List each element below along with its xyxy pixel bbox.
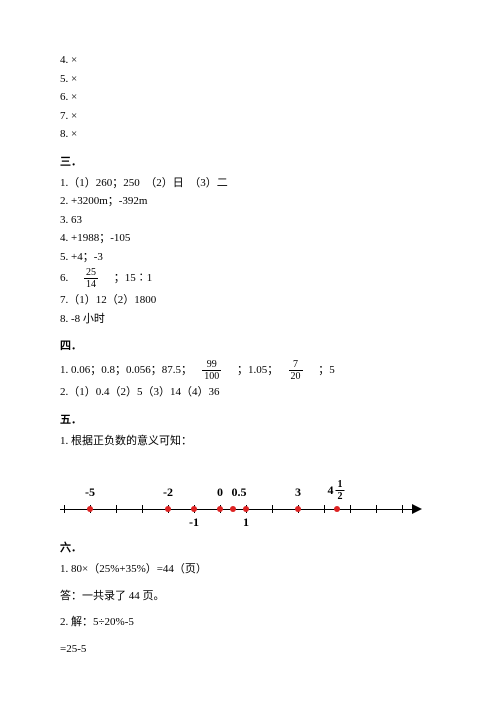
nl-arrow-icon	[412, 504, 422, 514]
section-3-head: 三．	[60, 153, 440, 169]
s3-l8: 8. -8 小时	[60, 311, 440, 328]
s6-l1: 1. 80×（25%+35%）=44（页）	[60, 561, 440, 578]
s5-l1: 1. 根据正负数的意义可知：	[60, 433, 440, 450]
nl-tick	[142, 505, 143, 513]
frac-den: 100	[202, 371, 221, 382]
nl-label: 3	[295, 485, 301, 500]
nl-tick	[402, 505, 403, 513]
s6-l3: 2. 解：5÷20%-5	[60, 614, 440, 631]
frac-7-20: 7 20	[289, 359, 303, 382]
judgement-item: 5. ×	[60, 71, 440, 88]
nl-tick	[324, 505, 325, 513]
judgement-item: 4. ×	[60, 52, 440, 69]
nl-label: 0.5	[232, 485, 247, 500]
s3-l6-post: ；15∶1	[103, 272, 153, 284]
s3-l6-pre: 6.	[60, 272, 79, 284]
number-line: -5 -2 -1 0 0.5 1 3 412	[60, 469, 440, 529]
judgement-item: 8. ×	[60, 126, 440, 143]
s6-l4: =25-5	[60, 641, 440, 658]
nl-dot	[334, 506, 340, 512]
s4-l1c: ；5	[307, 364, 335, 376]
frac-num: 7	[289, 359, 303, 371]
s3-l6: 6. 25 14 ；15∶1	[60, 267, 440, 290]
nl-dot	[230, 506, 236, 512]
nl-tick	[272, 505, 273, 513]
nl-label: -1	[189, 515, 199, 530]
nl-dot	[243, 506, 249, 512]
judgement-item: 6. ×	[60, 89, 440, 106]
section-6-head: 六．	[60, 539, 440, 555]
section-5-head: 五．	[60, 411, 440, 427]
s4-l1a: 1. 0.06；0.8；0.056；87.5；	[60, 364, 198, 376]
s3-l4: 4. +1988；-105	[60, 230, 440, 247]
nl-dot	[217, 506, 223, 512]
nl-label: -2	[163, 485, 173, 500]
nl-label: 1	[243, 515, 249, 530]
s4-l1: 1. 0.06；0.8；0.056；87.5； 99 100 ；1.05； 7 …	[60, 359, 440, 382]
frac-99-100: 99 100	[202, 359, 221, 382]
frac-num: 99	[202, 359, 221, 371]
nl-dot	[165, 506, 171, 512]
nl-dot	[87, 506, 93, 512]
frac-num: 25	[84, 267, 98, 279]
nl-tick	[64, 505, 65, 513]
s3-l2: 2. +3200m；-392m	[60, 193, 440, 210]
nl-dot	[295, 506, 301, 512]
section-4-head: 四．	[60, 337, 440, 353]
nl-dot	[191, 506, 197, 512]
s4-l2: 2.（1）0.4（2）5（3）14（4）36	[60, 384, 440, 401]
frac-den: 14	[84, 279, 98, 290]
nl-tick	[116, 505, 117, 513]
s3-l1: 1.（1）260；250 （2）日 （3）二	[60, 175, 440, 192]
s3-l3: 3. 63	[60, 212, 440, 229]
nl-axis	[60, 509, 420, 510]
nl-label: -5	[85, 485, 95, 500]
s6-l2: 答：一共录了 44 页。	[60, 588, 440, 605]
frac-25-14: 25 14	[84, 267, 98, 290]
s4-l1b: ；1.05；	[226, 364, 284, 376]
judgement-item: 7. ×	[60, 108, 440, 125]
frac-den: 20	[289, 371, 303, 382]
nl-tick	[376, 505, 377, 513]
s3-l5: 5. +4；-3	[60, 249, 440, 266]
nl-label: 412	[328, 479, 347, 502]
nl-label: 0	[217, 485, 223, 500]
nl-tick	[350, 505, 351, 513]
s3-l7: 7.（1）12（2）1800	[60, 292, 440, 309]
